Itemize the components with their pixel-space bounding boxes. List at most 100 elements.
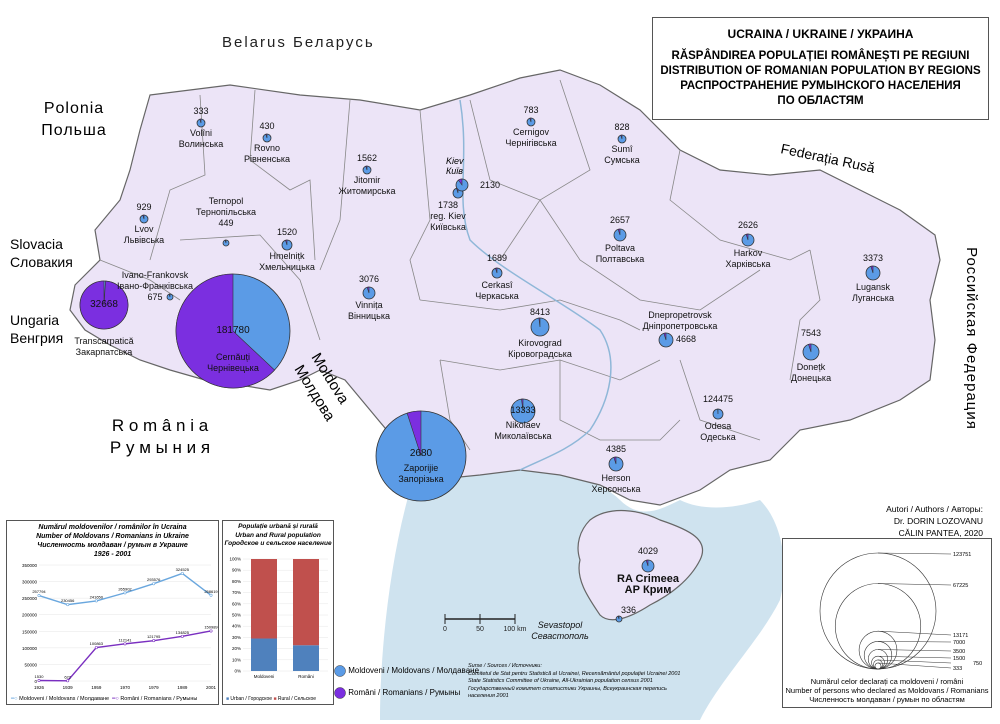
pie-rovno-romanians: [265, 133, 268, 139]
pie-ternopol: [222, 239, 230, 247]
line-data-label: 112141: [118, 637, 132, 642]
bar-chart-title2: Urban and Rural population: [235, 531, 321, 539]
region-label-herson: 4385: [606, 444, 626, 455]
region-name-ru-ra-crimeea: АР Крим: [624, 584, 672, 596]
region-label-hmelnitk: 1520: [277, 227, 297, 238]
pie-rovno: [262, 133, 272, 143]
title-line4: ПО ОБЛАСТЯМ: [777, 95, 864, 107]
bar-chart-title3: Городское и сельское население: [224, 540, 332, 547]
region-name-ru-dnepropetrovsk: Дніпропетровська: [642, 321, 718, 331]
line-point: [66, 679, 70, 683]
region-total-odesa: 2680: [409, 448, 433, 459]
title-line3: РАСПРОСТРАНЕНИЕ РУМЫНСКОГО НАСЕЛЕНИЯ: [680, 80, 961, 92]
region-name-volini: Volîni: [189, 128, 213, 138]
pie-vinnita-romanians: [366, 286, 370, 294]
region-total-herson: 4385: [605, 444, 627, 454]
pie-harkov-romanians: [745, 233, 749, 241]
region-name-odesa: Zaporijie: [403, 463, 439, 473]
label-hungary-ro: Ungaria: [10, 312, 60, 328]
region-label-cerkasi: 1689: [487, 253, 507, 264]
bar-category: Moldoveni: [254, 674, 275, 679]
pie-dnepropetrovsk-romanians: [663, 332, 667, 341]
pie-transcarpatica-romanians: [79, 280, 129, 330]
bar-ytick: 40%: [232, 624, 241, 629]
region-label-kiev-city: 2130: [480, 180, 500, 191]
region-label-vinnita: 3076: [359, 274, 379, 285]
line-point: [37, 594, 41, 598]
pie-ivano-frankovsk: [166, 293, 174, 301]
bar-ytick: 20%: [232, 646, 241, 651]
line-data-label: 257794: [32, 589, 46, 594]
bar-legend-urban: Urban / Городское: [230, 696, 273, 702]
region-total-cernauti: 181780: [216, 325, 250, 336]
region-total-kiev-region: 1738: [437, 200, 459, 210]
bar-ytick: 100%: [229, 557, 241, 562]
region-label-lvov: 929: [136, 202, 151, 213]
label-romania-ru: Р у м ы н и я: [109, 438, 211, 457]
region-name-transcarpatica: Transcarpatică: [74, 336, 134, 346]
size-circle: [858, 630, 898, 670]
pie-kiev-city-romanians: [458, 178, 463, 186]
size-value: 67225: [953, 583, 968, 589]
region-total-vinnita: 3076: [358, 274, 380, 284]
line-ytick: 0: [34, 679, 37, 684]
bar-category: Români: [298, 674, 314, 679]
pie-odesa-romanians: [406, 410, 422, 457]
size-leader: [877, 662, 952, 669]
line-point: [209, 593, 213, 597]
pie-hmelnitk: [281, 239, 293, 251]
region-name-ru-transcarpatica: Закарпатська: [75, 347, 133, 357]
title-line1: RĂSPÂNDIREA POPULAȚIEI ROMÂNEȘTI PE REGI…: [671, 50, 970, 62]
scale-50: 50: [476, 626, 484, 633]
legend-romanians-swatch: [334, 687, 346, 699]
pie-hmelnitk-romanians: [285, 239, 288, 246]
region-name-ru-jitomir: Житомирська: [338, 186, 396, 196]
pie-herson: [608, 456, 624, 472]
line-chart-title4: 1926 - 2001: [93, 551, 132, 558]
size-leader: [877, 641, 952, 643]
line-data-label: 324525: [176, 567, 190, 572]
bar-1-1: [293, 559, 319, 646]
population-pies: [79, 117, 881, 623]
region-label-rovno: 430: [259, 121, 274, 132]
line-chart-title2: Number of Moldovans / Romanians in Ukrai…: [36, 533, 189, 540]
region-name-ru-poltava: Полтавська: [595, 254, 645, 264]
pie-lugansk-romanians: [870, 265, 874, 274]
region-name-ru-donetk: Донецька: [790, 373, 832, 383]
pie-cernigov: [526, 117, 536, 127]
region-total-ternopol: 449: [218, 218, 234, 228]
label-kiev-city: Kiev: [446, 156, 464, 166]
pie-volini: [196, 118, 206, 128]
region-name-cernauti: Cernăuți: [215, 352, 251, 362]
pie-dnepropetrovsk: [658, 332, 674, 348]
line-chart-title1: Numărul moldovenilor / românilor în Ucra…: [38, 524, 187, 531]
size-legend-l3: Численность молдаван / румын по областям: [809, 695, 965, 704]
source-4: населения 2001: [468, 693, 509, 699]
title-panel: UCRAINA / UKRAINE / УКРАИНА RĂSPÂNDIREA …: [652, 17, 989, 120]
region-name-ru-rovno: Рівненська: [243, 154, 291, 164]
pie-poltava-romanians: [617, 228, 621, 236]
line-point: [152, 582, 156, 586]
title-line2: DISTRIBUTION OF ROMANIAN POPULATION BY R…: [660, 65, 981, 77]
region-name-ru-kiev-region: Київська: [430, 222, 466, 232]
pie-kirovograd: [530, 317, 550, 337]
bar-chart: 0% 10% 20% 30% 40% 50% 60% 70% 80% 90% 100% Moldove…: [229, 557, 328, 679]
legend-moldovans: Moldoveni / Moldovans / Молдаване: [348, 666, 480, 675]
authors-label: Autori / Authors / Авторы:: [886, 504, 983, 514]
line-data-label: 121795: [147, 634, 161, 639]
region-name-herson: Herson: [601, 473, 631, 483]
region-name-ru-harkov: Харківська: [725, 259, 771, 269]
region-name-ternopol: Ternopol: [208, 196, 244, 206]
size-circle: [819, 552, 937, 670]
bar-chart-panel: Populație urbană și rurală Urban and Rur…: [222, 520, 334, 705]
bar-ytick: 10%: [232, 657, 241, 662]
region-name-kirovograd: Kirovograd: [518, 338, 562, 348]
line-point: [37, 678, 41, 682]
pie-lugansk: [865, 265, 881, 281]
region-total-hmelnitk: 1520: [276, 227, 298, 237]
pie-cernigov-romanians: [529, 117, 532, 123]
sources-head: Surse / Sources / Источники:: [468, 663, 542, 669]
region-label-kiev-region: 1738 reg. Kiev Київська: [430, 200, 466, 233]
region-label-cernigov: 783: [523, 105, 538, 116]
sources: Surse / Sources / Источники: Comitetul d…: [468, 663, 680, 701]
